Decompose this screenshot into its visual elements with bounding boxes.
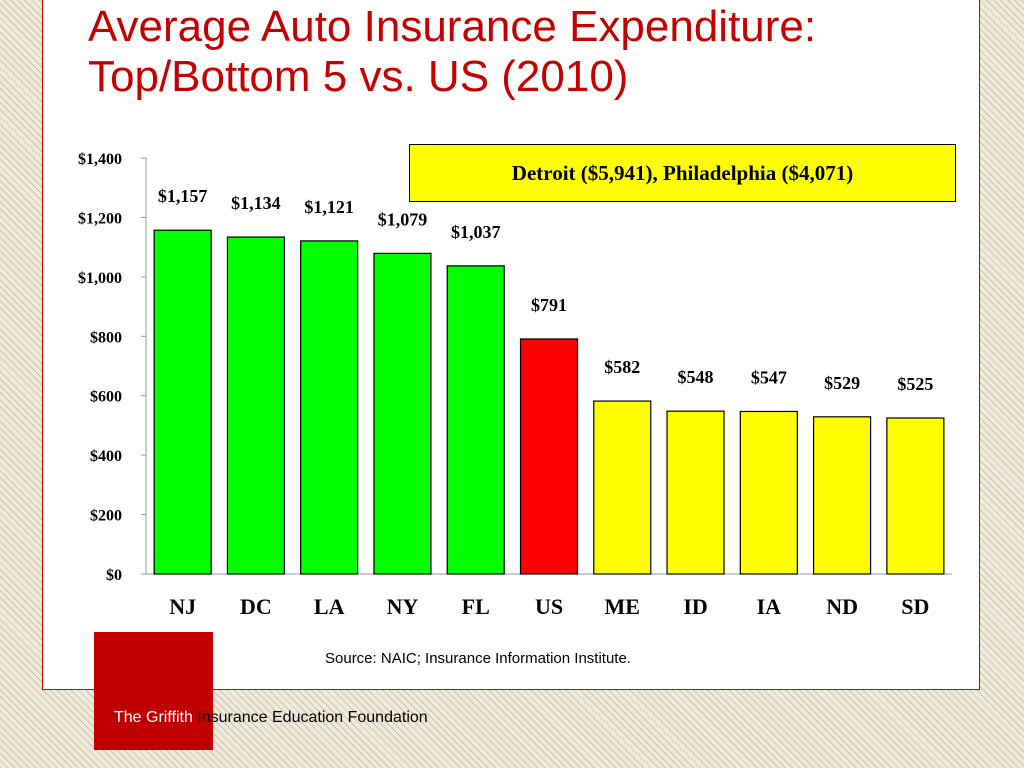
- value-label: $1,157: [158, 186, 208, 206]
- category-label: US: [535, 594, 563, 619]
- bar-fl: [446, 265, 505, 575]
- bar-la: [300, 240, 359, 575]
- y-tick-label: $200: [90, 508, 122, 525]
- category-label: DC: [240, 594, 272, 619]
- category-label: ID: [683, 594, 707, 619]
- bar-ny: [373, 252, 432, 575]
- category-label: ND: [826, 594, 858, 619]
- category-label: SD: [901, 594, 929, 619]
- callout-box: Detroit ($5,941), Philadelphia ($4,071): [409, 144, 956, 202]
- bar-id: [666, 410, 725, 575]
- value-label: $1,121: [304, 197, 354, 217]
- category-label: FL: [462, 594, 490, 619]
- bar-sd: [886, 417, 945, 575]
- y-tick-label: $1,400: [78, 151, 122, 168]
- y-tick-label: $800: [90, 329, 122, 346]
- bar-dc: [226, 236, 286, 575]
- value-label: $525: [897, 374, 933, 394]
- bar-nd: [812, 416, 872, 575]
- y-tick-label: $1,200: [78, 210, 122, 227]
- y-tick-label: $600: [90, 389, 122, 406]
- bar-us: [519, 338, 579, 575]
- category-label: NY: [387, 594, 419, 619]
- category-label: ME: [605, 594, 640, 619]
- value-label: $1,079: [378, 209, 428, 229]
- bar-nj: [153, 229, 212, 575]
- bar-me: [593, 400, 652, 575]
- slide-title: Average Auto Insurance Expenditure: Top/…: [88, 2, 817, 101]
- y-tick-label: $0: [106, 567, 122, 584]
- value-label: $529: [824, 373, 860, 393]
- bar-ia: [739, 410, 798, 575]
- category-label: IA: [757, 594, 782, 619]
- value-label: $582: [604, 357, 640, 377]
- y-tick-label: $400: [90, 448, 122, 465]
- value-label: $1,134: [231, 193, 281, 213]
- foundation-name-part2: Insurance Education Foundation: [192, 709, 428, 726]
- source-note: Source: NAIC; Insurance Information Inst…: [325, 650, 631, 667]
- foundation-logo-block: [94, 632, 213, 750]
- foundation-name-part1: The Griffith: [114, 709, 193, 726]
- value-label: $547: [751, 367, 787, 387]
- foundation-name: The Griffith Insurance Education Foundat…: [114, 709, 428, 727]
- y-tick-label: $1,000: [78, 270, 122, 287]
- category-label: NJ: [169, 594, 196, 619]
- value-label: $548: [678, 367, 714, 387]
- value-label: $791: [531, 295, 567, 315]
- category-label: LA: [314, 594, 345, 619]
- value-label: $1,037: [451, 222, 501, 242]
